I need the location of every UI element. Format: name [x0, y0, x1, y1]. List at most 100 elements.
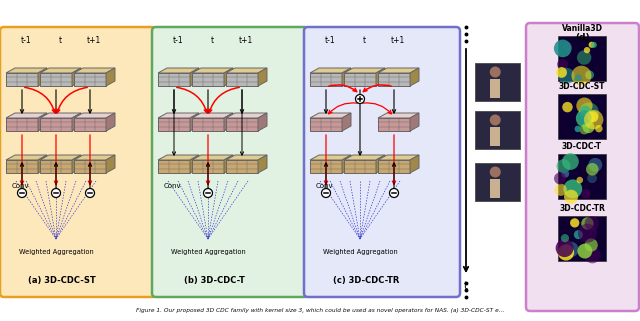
Polygon shape	[226, 155, 267, 160]
Bar	[490, 79, 500, 98]
Circle shape	[588, 158, 602, 172]
Polygon shape	[224, 113, 233, 131]
Polygon shape	[410, 113, 419, 131]
Polygon shape	[226, 113, 267, 118]
Circle shape	[490, 66, 500, 77]
Polygon shape	[376, 155, 385, 173]
Circle shape	[589, 42, 595, 48]
Polygon shape	[378, 113, 419, 118]
Polygon shape	[310, 118, 342, 131]
Polygon shape	[6, 118, 38, 131]
Polygon shape	[192, 155, 233, 160]
Polygon shape	[40, 155, 81, 160]
Polygon shape	[106, 68, 115, 86]
Circle shape	[557, 59, 568, 70]
Circle shape	[584, 247, 600, 263]
Text: Weighted Aggregation: Weighted Aggregation	[323, 249, 397, 255]
Text: (d): (d)	[576, 33, 590, 42]
Circle shape	[579, 102, 599, 122]
Polygon shape	[226, 68, 267, 73]
Polygon shape	[40, 160, 72, 173]
Polygon shape	[344, 73, 376, 86]
Polygon shape	[378, 68, 419, 73]
Polygon shape	[258, 113, 267, 131]
Circle shape	[577, 50, 591, 65]
Text: t-1: t-1	[20, 36, 31, 45]
Circle shape	[490, 167, 500, 178]
Bar	[558, 216, 606, 261]
Polygon shape	[38, 68, 47, 86]
Polygon shape	[226, 118, 258, 131]
Polygon shape	[74, 155, 115, 160]
Circle shape	[591, 42, 597, 48]
Circle shape	[563, 242, 579, 257]
Circle shape	[575, 74, 582, 82]
Polygon shape	[72, 155, 81, 173]
Circle shape	[577, 110, 591, 124]
Text: 3D-CDC-T: 3D-CDC-T	[562, 142, 602, 151]
Circle shape	[578, 224, 597, 243]
Circle shape	[588, 111, 598, 122]
Text: t-1: t-1	[324, 36, 335, 45]
Polygon shape	[258, 155, 267, 173]
Polygon shape	[38, 113, 47, 131]
Polygon shape	[40, 73, 72, 86]
Polygon shape	[410, 68, 419, 86]
Text: (c) 3D-CDC-TR: (c) 3D-CDC-TR	[333, 276, 399, 285]
Polygon shape	[74, 73, 106, 86]
Polygon shape	[226, 73, 258, 86]
Polygon shape	[310, 73, 342, 86]
Polygon shape	[158, 113, 199, 118]
Circle shape	[563, 42, 572, 51]
Circle shape	[582, 121, 595, 133]
Circle shape	[562, 153, 579, 170]
Circle shape	[204, 188, 212, 197]
Bar	[490, 127, 500, 146]
Polygon shape	[344, 68, 385, 73]
Circle shape	[563, 179, 582, 198]
Polygon shape	[40, 118, 72, 131]
Circle shape	[554, 39, 572, 57]
Polygon shape	[106, 155, 115, 173]
Circle shape	[579, 125, 589, 134]
Polygon shape	[158, 68, 199, 73]
Polygon shape	[226, 160, 258, 173]
Circle shape	[595, 125, 603, 132]
Circle shape	[51, 188, 61, 197]
Bar	[558, 154, 606, 199]
Circle shape	[562, 102, 573, 112]
Polygon shape	[6, 73, 38, 86]
Circle shape	[577, 244, 592, 258]
Polygon shape	[6, 113, 47, 118]
Polygon shape	[74, 118, 106, 131]
Circle shape	[576, 98, 593, 114]
Polygon shape	[40, 68, 81, 73]
Circle shape	[490, 115, 500, 126]
Polygon shape	[40, 113, 81, 118]
Polygon shape	[6, 68, 47, 73]
Polygon shape	[376, 68, 385, 86]
Polygon shape	[310, 155, 351, 160]
Text: Vanilla3D: Vanilla3D	[561, 24, 602, 33]
Circle shape	[581, 217, 594, 230]
Polygon shape	[310, 68, 351, 73]
Polygon shape	[258, 68, 267, 86]
Polygon shape	[378, 118, 410, 131]
Circle shape	[586, 163, 598, 176]
FancyBboxPatch shape	[304, 27, 460, 297]
Polygon shape	[378, 160, 410, 173]
Polygon shape	[410, 155, 419, 173]
Text: Conv: Conv	[12, 183, 29, 189]
Polygon shape	[344, 160, 376, 173]
Circle shape	[561, 170, 569, 178]
Polygon shape	[344, 155, 385, 160]
Text: t+1: t+1	[391, 36, 405, 45]
FancyBboxPatch shape	[526, 23, 639, 311]
Text: t+1: t+1	[239, 36, 253, 45]
Circle shape	[587, 173, 597, 183]
Polygon shape	[74, 68, 115, 73]
Polygon shape	[192, 68, 233, 73]
Circle shape	[570, 218, 579, 228]
Circle shape	[554, 172, 566, 185]
Polygon shape	[224, 155, 233, 173]
